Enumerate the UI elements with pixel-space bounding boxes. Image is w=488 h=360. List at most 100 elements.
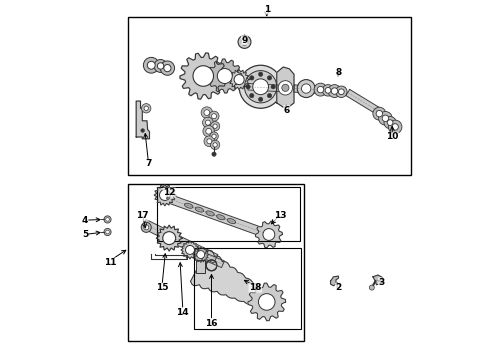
Circle shape	[211, 152, 216, 156]
Text: 7: 7	[145, 159, 151, 168]
Circle shape	[160, 61, 174, 75]
Text: 12: 12	[163, 188, 175, 197]
Circle shape	[372, 107, 385, 120]
Circle shape	[258, 97, 262, 102]
Polygon shape	[154, 184, 175, 206]
Circle shape	[212, 143, 217, 147]
Ellipse shape	[216, 215, 224, 220]
Circle shape	[210, 140, 219, 149]
Circle shape	[141, 222, 151, 232]
Circle shape	[104, 228, 111, 235]
Circle shape	[217, 68, 232, 84]
Circle shape	[241, 39, 247, 45]
Text: 13: 13	[274, 211, 286, 220]
Circle shape	[201, 107, 212, 118]
Polygon shape	[156, 225, 182, 251]
Circle shape	[143, 57, 159, 73]
Polygon shape	[228, 69, 249, 90]
Circle shape	[375, 111, 382, 117]
Circle shape	[330, 88, 337, 94]
Text: 11: 11	[103, 258, 116, 267]
Circle shape	[297, 80, 314, 98]
Circle shape	[258, 72, 262, 76]
Text: 14: 14	[176, 308, 189, 317]
Polygon shape	[207, 59, 241, 93]
Circle shape	[202, 117, 213, 128]
Polygon shape	[276, 67, 293, 107]
Circle shape	[238, 36, 250, 48]
Circle shape	[193, 66, 213, 86]
Text: 10: 10	[385, 132, 398, 141]
Circle shape	[281, 84, 288, 91]
Circle shape	[157, 63, 163, 69]
Ellipse shape	[184, 203, 193, 208]
Text: 6: 6	[283, 105, 289, 114]
Polygon shape	[345, 89, 378, 113]
Circle shape	[245, 85, 250, 89]
Circle shape	[163, 231, 175, 244]
Circle shape	[211, 114, 216, 119]
Circle shape	[163, 64, 171, 72]
Circle shape	[154, 59, 167, 72]
Circle shape	[249, 76, 253, 80]
Circle shape	[205, 129, 211, 134]
Bar	[156, 187, 300, 241]
Circle shape	[252, 79, 268, 95]
Bar	[128, 17, 410, 175]
Text: 8: 8	[335, 68, 341, 77]
Circle shape	[325, 87, 330, 93]
Circle shape	[263, 229, 274, 240]
Circle shape	[203, 110, 209, 116]
Text: 18: 18	[248, 283, 261, 292]
Ellipse shape	[205, 211, 214, 216]
Circle shape	[210, 122, 219, 131]
Circle shape	[258, 294, 274, 310]
Text: 1: 1	[263, 5, 269, 14]
Circle shape	[267, 94, 271, 98]
Circle shape	[249, 94, 253, 98]
Circle shape	[387, 120, 401, 134]
Ellipse shape	[227, 219, 235, 224]
Polygon shape	[142, 220, 218, 263]
Text: 3: 3	[378, 278, 384, 287]
Circle shape	[185, 246, 194, 255]
Circle shape	[147, 61, 155, 69]
Circle shape	[211, 134, 216, 138]
Circle shape	[301, 84, 310, 93]
Circle shape	[196, 251, 204, 258]
Circle shape	[159, 190, 170, 201]
Circle shape	[368, 285, 373, 290]
Polygon shape	[182, 244, 224, 267]
Bar	[194, 248, 301, 329]
Polygon shape	[190, 250, 268, 308]
Text: 5: 5	[81, 230, 88, 239]
Ellipse shape	[195, 207, 203, 212]
Text: 2: 2	[335, 283, 341, 292]
Polygon shape	[293, 85, 345, 95]
Text: 17: 17	[136, 211, 148, 220]
Circle shape	[143, 225, 148, 230]
Polygon shape	[192, 247, 208, 262]
Circle shape	[327, 85, 340, 98]
Circle shape	[104, 216, 111, 223]
Polygon shape	[160, 192, 270, 239]
Polygon shape	[181, 241, 199, 259]
Text: 4: 4	[81, 216, 88, 225]
Text: 15: 15	[156, 283, 168, 292]
Circle shape	[391, 124, 398, 130]
Circle shape	[313, 83, 326, 96]
Polygon shape	[247, 283, 285, 321]
Circle shape	[267, 76, 271, 80]
Circle shape	[278, 81, 292, 95]
Circle shape	[105, 218, 109, 221]
Circle shape	[234, 75, 244, 85]
Circle shape	[386, 120, 392, 126]
Polygon shape	[180, 53, 226, 99]
Circle shape	[205, 120, 210, 125]
Polygon shape	[255, 221, 282, 248]
Polygon shape	[330, 276, 338, 286]
Circle shape	[105, 230, 109, 234]
Circle shape	[212, 124, 217, 129]
Circle shape	[206, 139, 211, 144]
Circle shape	[141, 129, 144, 132]
